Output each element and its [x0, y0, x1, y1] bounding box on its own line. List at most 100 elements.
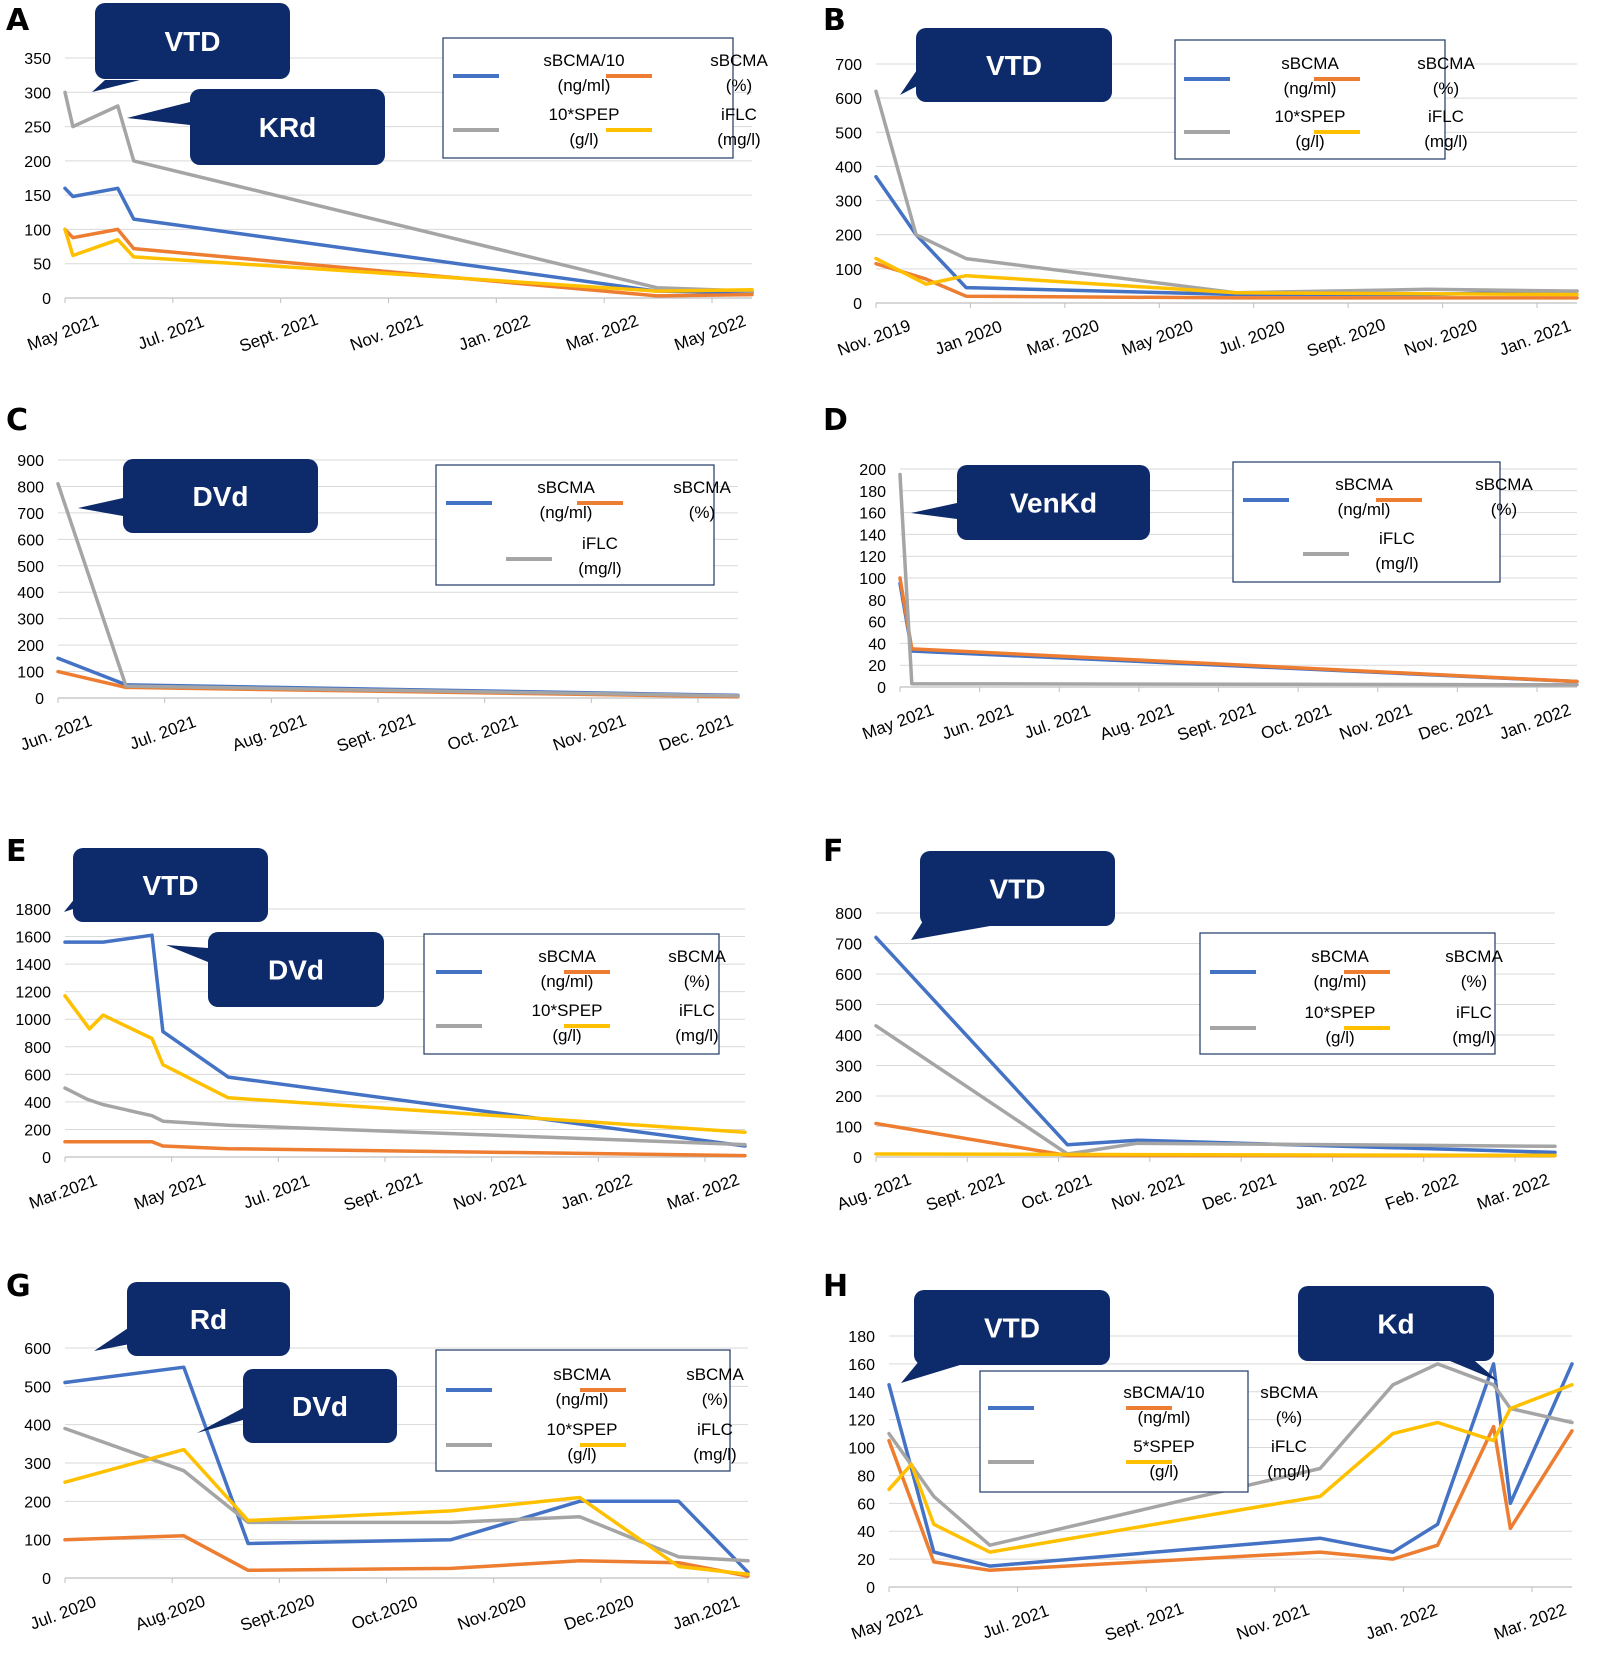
y-tick-label: 400	[24, 1095, 51, 1112]
y-tick-label: 600	[835, 91, 862, 108]
y-tick-label: 0	[42, 1150, 51, 1167]
y-tick-label: 40	[857, 1524, 875, 1541]
legend-label-bottom: (%)	[1276, 1408, 1302, 1427]
legend-label-top: sBCMA	[553, 1365, 611, 1384]
callout-box	[1298, 1286, 1494, 1361]
legend-label-bottom: (mg/l)	[1267, 1462, 1310, 1481]
x-tick-label: Sept.2020	[238, 1591, 317, 1635]
x-tick-label: Oct. 2021	[445, 711, 521, 754]
y-tick-label: 700	[835, 937, 862, 954]
y-tick-label: 40	[868, 636, 886, 653]
y-tick-label: 120	[848, 1413, 875, 1430]
callout-tail	[911, 910, 990, 940]
y-tick-label: 0	[42, 1571, 51, 1588]
callout-label: DVd	[193, 481, 249, 512]
legend-label-bottom: (mg/l)	[1452, 1028, 1495, 1047]
y-tick-label: 100	[24, 1533, 51, 1550]
legend-label-bottom: (mg/l)	[1375, 554, 1418, 573]
panel-letter: D	[823, 403, 848, 438]
callout-box	[123, 459, 318, 533]
callout-tail	[94, 1320, 150, 1351]
x-tick-label: Dec.2020	[562, 1591, 637, 1634]
x-tick-label: Jan. 2022	[1497, 700, 1574, 743]
y-tick-label: 1400	[15, 957, 51, 974]
x-tick-label: Sept. 2021	[334, 710, 418, 756]
legend-label-bottom: (%)	[1433, 79, 1459, 98]
series-line-gray	[874, 1024, 1557, 1156]
x-tick-label: Jul. 2021	[980, 1601, 1051, 1642]
chart-panel-b: B 0 100 200 300 400 500 600 700 Nov. 2019 Jan 2020…	[823, 3, 1579, 361]
legend-label-bottom: (g/l)	[1325, 1028, 1354, 1047]
y-tick-label: 700	[17, 506, 44, 523]
y-tick-label: 0	[35, 691, 44, 708]
y-tick-label: 1200	[15, 985, 51, 1002]
legend-label-top: sBCMA	[1475, 475, 1533, 494]
callout-box	[95, 3, 290, 79]
x-tick-label: Jul. 2021	[1022, 701, 1093, 742]
x-tick-label: Nov. 2021	[1234, 1600, 1312, 1644]
x-tick-label: Sept. 2021	[924, 1169, 1008, 1215]
legend-label-top: sBCMA	[1445, 947, 1503, 966]
legend-label-bottom: (%)	[726, 76, 752, 95]
y-tick-label: 80	[868, 593, 886, 610]
legend-label-top: iFLC	[679, 1001, 715, 1020]
callout-box	[243, 1369, 397, 1443]
x-tick-label: May 2021	[849, 1600, 926, 1643]
y-tick-label: 140	[859, 527, 886, 544]
y-tick-label: 800	[835, 906, 862, 923]
legend-label-top: iFLC	[697, 1420, 733, 1439]
series-line-yellow	[874, 1152, 1557, 1158]
y-tick-label: 300	[24, 85, 51, 102]
y-tick-label: 200	[835, 1089, 862, 1106]
callout-label: Rd	[190, 1304, 227, 1335]
legend-label-bottom: (%)	[1491, 500, 1517, 519]
callout-label: KRd	[259, 112, 317, 143]
series-line-orange	[898, 576, 1579, 684]
callout-tail	[78, 498, 123, 516]
legend-label-top: sBCMA	[1281, 54, 1339, 73]
callout-tail	[1450, 1361, 1498, 1381]
y-tick-label: 0	[853, 296, 862, 313]
panel-letter: A	[6, 3, 30, 38]
y-tick-label: 600	[17, 532, 44, 549]
y-tick-label: 60	[857, 1496, 875, 1513]
y-tick-label: 350	[24, 51, 51, 68]
y-tick-label: 800	[24, 1040, 51, 1057]
y-tick-label: 400	[24, 1418, 51, 1435]
x-tick-label: Sept. 2021	[1175, 699, 1259, 745]
series-line-blue	[63, 1365, 750, 1575]
callout-label: VTD	[143, 870, 199, 901]
callout-box	[914, 1290, 1110, 1365]
y-tick-label: 160	[859, 506, 886, 523]
x-tick-label: Jul. 2020	[27, 1592, 98, 1633]
x-tick-label: Jul. 2021	[127, 712, 198, 753]
panel-letter: C	[6, 403, 28, 438]
y-tick-label: 200	[24, 1494, 51, 1511]
x-tick-label: Sept. 2021	[237, 310, 321, 356]
callout-tail	[92, 80, 140, 92]
callout-tail	[197, 1408, 243, 1433]
y-tick-label: 400	[17, 585, 44, 602]
x-tick-label: Jan. 2022	[1363, 1600, 1440, 1643]
x-tick-label: Aug. 2021	[1097, 700, 1176, 744]
x-tick-label: Jan. 2022	[1292, 1170, 1369, 1213]
callout-box	[73, 848, 268, 922]
y-tick-label: 200	[24, 154, 51, 171]
legend-label-bottom: (mg/l)	[1424, 132, 1467, 151]
legend-label-top: iFLC	[1379, 529, 1415, 548]
y-tick-label: 200	[24, 1122, 51, 1139]
series-line-gray	[63, 90, 754, 293]
y-tick-label: 180	[859, 484, 886, 501]
y-tick-label: 700	[835, 57, 862, 74]
callout-box	[208, 932, 384, 1007]
legend-label-top: 10*SPEP	[549, 105, 620, 124]
x-tick-label: Oct. 2021	[1019, 1170, 1095, 1213]
y-tick-label: 1800	[15, 902, 51, 919]
legend-label-top: 10*SPEP	[1275, 107, 1346, 126]
series-line-yellow	[63, 227, 754, 293]
y-tick-label: 20	[857, 1552, 875, 1569]
y-tick-label: 200	[17, 638, 44, 655]
y-tick-label: 100	[24, 222, 51, 239]
y-tick-label: 300	[835, 194, 862, 211]
y-tick-label: 500	[835, 998, 862, 1015]
